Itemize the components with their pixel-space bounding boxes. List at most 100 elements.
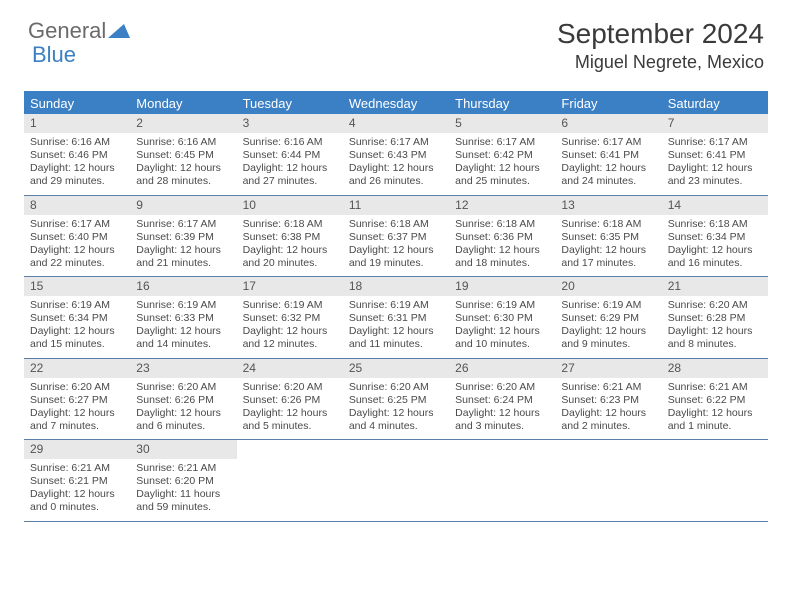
day-cell: 16Sunrise: 6:19 AMSunset: 6:33 PMDayligh…	[130, 277, 236, 358]
sunset-line: Sunset: 6:38 PM	[237, 231, 343, 244]
day-number: 17	[237, 277, 343, 296]
day-number: 27	[555, 359, 661, 378]
day-cell: 6Sunrise: 6:17 AMSunset: 6:41 PMDaylight…	[555, 114, 661, 195]
daylight-line: Daylight: 12 hours and 28 minutes.	[130, 162, 236, 188]
day-cell: 14Sunrise: 6:18 AMSunset: 6:34 PMDayligh…	[662, 196, 768, 277]
daylight-line: Daylight: 12 hours and 10 minutes.	[449, 325, 555, 351]
day-number: 10	[237, 196, 343, 215]
logo: General	[28, 18, 130, 44]
sunrise-line: Sunrise: 6:19 AM	[130, 299, 236, 312]
sunrise-line: Sunrise: 6:20 AM	[237, 381, 343, 394]
day-cell: 22 Sunrise: 6:20 AMSunset: 6:27 PMDayligh…	[24, 359, 130, 440]
daylight-line: Daylight: 12 hours and 18 minutes.	[449, 244, 555, 270]
daylight-line: Daylight: 12 hours and 19 minutes.	[343, 244, 449, 270]
day-cell: 24Sunrise: 6:20 AMSunset: 6:26 PMDayligh…	[237, 359, 343, 440]
day-cell: 7Sunrise: 6:17 AMSunset: 6:41 PMDaylight…	[662, 114, 768, 195]
day-number: 19	[449, 277, 555, 296]
daylight-line: Daylight: 12 hours and 20 minutes.	[237, 244, 343, 270]
daylight-line: Daylight: 11 hours and 59 minutes.	[130, 488, 236, 514]
day-number: 24	[237, 359, 343, 378]
day-cell: 27Sunrise: 6:21 AMSunset: 6:23 PMDayligh…	[555, 359, 661, 440]
sunrise-line: Sunrise: 6:17 AM	[130, 218, 236, 231]
day-number: 12	[449, 196, 555, 215]
sunset-line: Sunset: 6:30 PM	[449, 312, 555, 325]
weekday-row: SundayMondayTuesdayWednesdayThursdayFrid…	[24, 93, 768, 114]
daylight-line: Daylight: 12 hours and 2 minutes.	[555, 407, 661, 433]
daylight-line: Daylight: 12 hours and 23 minutes.	[662, 162, 768, 188]
day-cell: 18Sunrise: 6:19 AMSunset: 6:31 PMDayligh…	[343, 277, 449, 358]
day-number: 29	[24, 440, 130, 459]
day-number: 11	[343, 196, 449, 215]
sunrise-line: Sunrise: 6:18 AM	[449, 218, 555, 231]
day-number: 2	[130, 114, 236, 133]
daylight-line: Daylight: 12 hours and 1 minute.	[662, 407, 768, 433]
sunset-line: Sunset: 6:29 PM	[555, 312, 661, 325]
sunset-line: Sunset: 6:22 PM	[662, 394, 768, 407]
day-number: 21	[662, 277, 768, 296]
sunset-line: Sunset: 6:23 PM	[555, 394, 661, 407]
day-cell: 4Sunrise: 6:17 AMSunset: 6:43 PMDaylight…	[343, 114, 449, 195]
day-number: 6	[555, 114, 661, 133]
day-cell: 30Sunrise: 6:21 AMSunset: 6:20 PMDayligh…	[130, 440, 236, 521]
daylight-line: Daylight: 12 hours and 29 minutes.	[24, 162, 130, 188]
sunset-line: Sunset: 6:21 PM	[24, 475, 130, 488]
day-cell: 3Sunrise: 6:16 AMSunset: 6:44 PMDaylight…	[237, 114, 343, 195]
day-number: 26	[449, 359, 555, 378]
day-cell: 28Sunrise: 6:21 AMSunset: 6:22 PMDayligh…	[662, 359, 768, 440]
sunset-line: Sunset: 6:46 PM	[24, 149, 130, 162]
sunset-line: Sunset: 6:41 PM	[555, 149, 661, 162]
sunset-line: Sunset: 6:26 PM	[130, 394, 236, 407]
day-number: 22	[24, 359, 130, 378]
day-number: 1	[24, 114, 130, 133]
daylight-line: Daylight: 12 hours and 11 minutes.	[343, 325, 449, 351]
daylight-line: Daylight: 12 hours and 25 minutes.	[449, 162, 555, 188]
weekday-header: Tuesday	[237, 93, 343, 114]
day-number: 13	[555, 196, 661, 215]
daylight-line: Daylight: 12 hours and 0 minutes.	[24, 488, 130, 514]
sunset-line: Sunset: 6:34 PM	[662, 231, 768, 244]
day-cell: 8Sunrise: 6:17 AMSunset: 6:40 PMDaylight…	[24, 196, 130, 277]
sunrise-line: Sunrise: 6:17 AM	[662, 136, 768, 149]
daylight-line: Daylight: 12 hours and 8 minutes.	[662, 325, 768, 351]
sunset-line: Sunset: 6:35 PM	[555, 231, 661, 244]
daylight-line: Daylight: 12 hours and 7 minutes.	[24, 407, 130, 433]
sunrise-line: Sunrise: 6:16 AM	[130, 136, 236, 149]
sunset-line: Sunset: 6:34 PM	[24, 312, 130, 325]
sunrise-line: Sunrise: 6:19 AM	[449, 299, 555, 312]
day-cell: 10 Sunrise: 6:18 AMSunset: 6:38 PMDayligh…	[237, 196, 343, 277]
sunset-line: Sunset: 6:20 PM	[130, 475, 236, 488]
daylight-line: Daylight: 12 hours and 27 minutes.	[237, 162, 343, 188]
day-cell: 9Sunrise: 6:17 AMSunset: 6:39 PMDaylight…	[130, 196, 236, 277]
sunset-line: Sunset: 6:27 PM	[24, 394, 130, 407]
day-cell: 1Sunrise: 6:16 AMSunset: 6:46 PMDaylight…	[24, 114, 130, 195]
sunset-line: Sunset: 6:31 PM	[343, 312, 449, 325]
sunrise-line: Sunrise: 6:20 AM	[24, 381, 130, 394]
sunrise-line: Sunrise: 6:17 AM	[449, 136, 555, 149]
week-row: 1Sunrise: 6:16 AMSunset: 6:46 PMDaylight…	[24, 114, 768, 196]
sunrise-line: Sunrise: 6:17 AM	[24, 218, 130, 231]
sunset-line: Sunset: 6:39 PM	[130, 231, 236, 244]
sunrise-line: Sunrise: 6:20 AM	[130, 381, 236, 394]
day-number: 25	[343, 359, 449, 378]
day-number: 15	[24, 277, 130, 296]
day-number: 14	[662, 196, 768, 215]
daylight-line: Daylight: 12 hours and 26 minutes.	[343, 162, 449, 188]
sunrise-line: Sunrise: 6:21 AM	[662, 381, 768, 394]
daylight-line: Daylight: 12 hours and 12 minutes.	[237, 325, 343, 351]
day-cell: 23Sunrise: 6:20 AMSunset: 6:26 PMDayligh…	[130, 359, 236, 440]
day-cell: 11Sunrise: 6:18 AMSunset: 6:37 PMDayligh…	[343, 196, 449, 277]
day-cell: 29Sunrise: 6:21 AMSunset: 6:21 PMDayligh…	[24, 440, 130, 521]
day-cell: 21Sunrise: 6:20 AMSunset: 6:28 PMDayligh…	[662, 277, 768, 358]
day-cell: 26Sunrise: 6:20 AMSunset: 6:24 PMDayligh…	[449, 359, 555, 440]
daylight-line: Daylight: 12 hours and 21 minutes.	[130, 244, 236, 270]
sunrise-line: Sunrise: 6:19 AM	[24, 299, 130, 312]
day-number: 7	[662, 114, 768, 133]
day-cell: 15 Sunrise: 6:19 AMSunset: 6:34 PMDayligh…	[24, 277, 130, 358]
sunrise-line: Sunrise: 6:18 AM	[237, 218, 343, 231]
sunrise-line: Sunrise: 6:20 AM	[662, 299, 768, 312]
day-number: 3	[237, 114, 343, 133]
day-cell	[662, 440, 768, 521]
daylight-line: Daylight: 12 hours and 15 minutes.	[24, 325, 130, 351]
sunset-line: Sunset: 6:42 PM	[449, 149, 555, 162]
day-cell: 13Sunrise: 6:18 AMSunset: 6:35 PMDayligh…	[555, 196, 661, 277]
